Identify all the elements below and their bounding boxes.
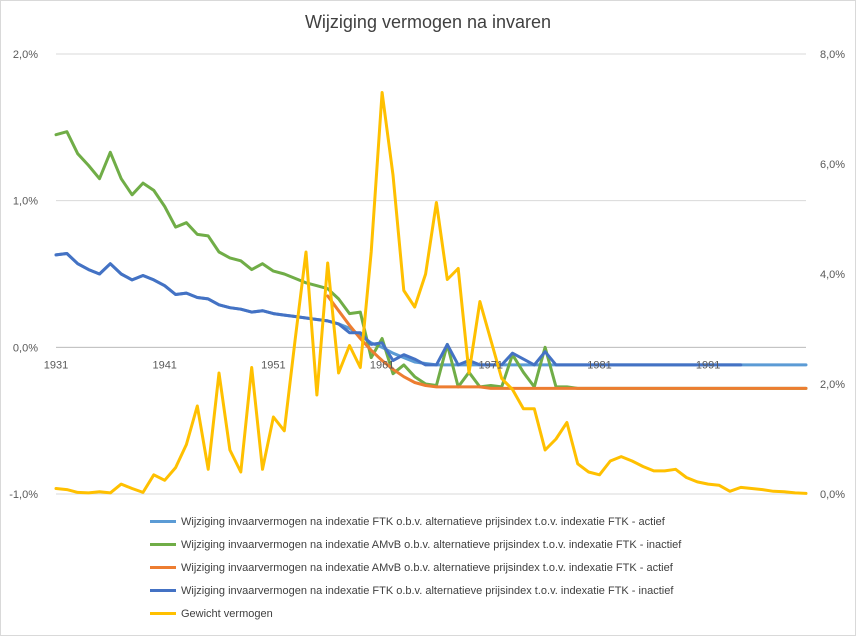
x-tick-label: 1971 (479, 359, 503, 371)
legend-swatch (150, 589, 176, 592)
x-axis-tick-labels: 1931 1941 1951 1961 1971 1981 1991 (44, 359, 721, 371)
left-tick-label: 1,0% (13, 196, 38, 208)
right-tick-label: 0,0% (820, 489, 845, 501)
right-tick-label: 4,0% (820, 269, 845, 281)
left-tick-label: 0,0% (13, 342, 38, 354)
series-line-1 (54, 252, 808, 367)
x-tick-label: 1961 (370, 359, 394, 371)
legend-item: Wijziging invaarvermogen na indexatie FT… (150, 579, 681, 602)
gridlines (56, 53, 806, 495)
series-line-2 (54, 130, 808, 390)
legend-label: Wijziging invaarvermogen na indexatie FT… (181, 584, 674, 597)
right-tick-label: 8,0% (820, 49, 845, 61)
series-line-5 (54, 91, 808, 495)
legend-swatch (150, 543, 176, 546)
right-tick-label: 6,0% (820, 159, 845, 171)
legend-item: Wijziging invaarvermogen na indexatie FT… (150, 510, 681, 533)
x-tick-label: 1991 (696, 359, 720, 371)
legend-swatch (150, 566, 176, 569)
left-axis-tick-labels: -1,0% 0,0% 1,0% 2,0% (9, 49, 38, 501)
legend-label: Wijziging invaarvermogen na indexatie AM… (181, 561, 673, 574)
legend-swatch (150, 520, 176, 523)
legend-item: Wijziging invaarvermogen na indexatie AM… (150, 556, 681, 579)
right-axis-tick-labels: 0,0% 2,0% 4,0% 6,0% 8,0% (820, 49, 845, 501)
left-tick-label: 2,0% (13, 49, 38, 61)
x-tick-label: 1951 (261, 359, 285, 371)
legend-swatch (150, 612, 176, 615)
chart-title: Wijziging vermogen na invaren (304, 12, 552, 32)
legend-label: Wijziging invaarvermogen na indexatie FT… (181, 515, 665, 528)
left-tick-label: -1,0% (9, 489, 38, 501)
series-line-3 (326, 294, 808, 390)
legend-item: Wijziging invaarvermogen na indexatie AM… (150, 533, 681, 556)
x-tick-label: 1941 (152, 359, 176, 371)
x-tick-label: 1931 (44, 359, 68, 371)
legend-item: Gewicht vermogen (150, 602, 681, 625)
series-line-4 (54, 252, 743, 367)
legend-label: Wijziging invaarvermogen na indexatie AM… (181, 538, 682, 551)
legend-label: Gewicht vermogen (181, 607, 273, 620)
series-layer (54, 91, 808, 495)
legend: Wijziging invaarvermogen na indexatie FT… (150, 510, 681, 625)
right-tick-label: 2,0% (820, 379, 845, 391)
x-tick-label: 1981 (587, 359, 611, 371)
